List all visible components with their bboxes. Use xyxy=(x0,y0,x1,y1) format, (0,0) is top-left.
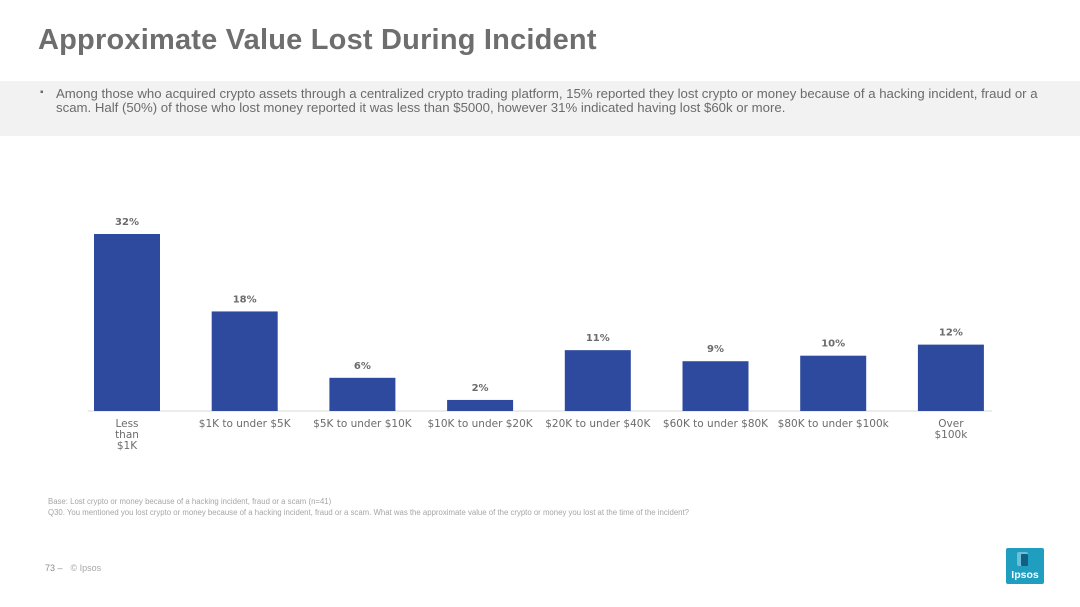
data-label: 12% xyxy=(939,328,963,339)
bar xyxy=(447,399,514,411)
slide-title: Approximate Value Lost During Incident xyxy=(38,24,597,56)
data-label: 2% xyxy=(472,383,489,394)
data-label: 9% xyxy=(707,344,724,355)
logo-mark-inner xyxy=(1021,554,1028,566)
category-label: $20K to under $40K xyxy=(545,418,651,430)
footnote-question: Q30. You mentioned you lost crypto or mo… xyxy=(48,508,690,517)
category-label: than xyxy=(115,429,139,441)
bar xyxy=(917,344,984,411)
category-label: $60K to under $80K xyxy=(663,418,769,430)
bar xyxy=(682,361,749,411)
category-label: $10K to under $20K xyxy=(428,418,534,430)
data-label: 10% xyxy=(821,339,845,350)
page-footer: 73 – © Ipsos xyxy=(45,563,101,573)
data-label: 32% xyxy=(115,217,139,228)
category-label: Less xyxy=(115,418,138,430)
bar xyxy=(564,350,631,411)
summary-band xyxy=(0,81,1080,136)
category-label: $1K xyxy=(117,440,138,452)
category-label: $80K to under $100k xyxy=(778,418,890,430)
category-label: $100k xyxy=(934,429,968,441)
data-label: 18% xyxy=(233,294,257,305)
ipsos-logo: Ipsos xyxy=(1006,548,1044,584)
category-label: Over xyxy=(938,418,964,430)
bar xyxy=(800,355,867,411)
data-label: 11% xyxy=(586,333,610,344)
bar xyxy=(211,311,278,411)
copyright: © Ipsos xyxy=(70,563,102,573)
bar xyxy=(329,377,396,411)
category-label: $5K to under $10K xyxy=(313,418,413,430)
data-label: 6% xyxy=(354,361,371,372)
page-number: 73 – xyxy=(45,563,63,573)
category-label: $1K to under $5K xyxy=(199,418,292,430)
bar xyxy=(94,234,160,411)
bullet-icon: ▪ xyxy=(40,87,44,98)
logo-text: Ipsos xyxy=(1011,569,1039,581)
footnote-base: Base: Lost crypto or money because of a … xyxy=(48,497,332,506)
summary-text: Among those who acquired crypto assets t… xyxy=(56,86,1038,115)
